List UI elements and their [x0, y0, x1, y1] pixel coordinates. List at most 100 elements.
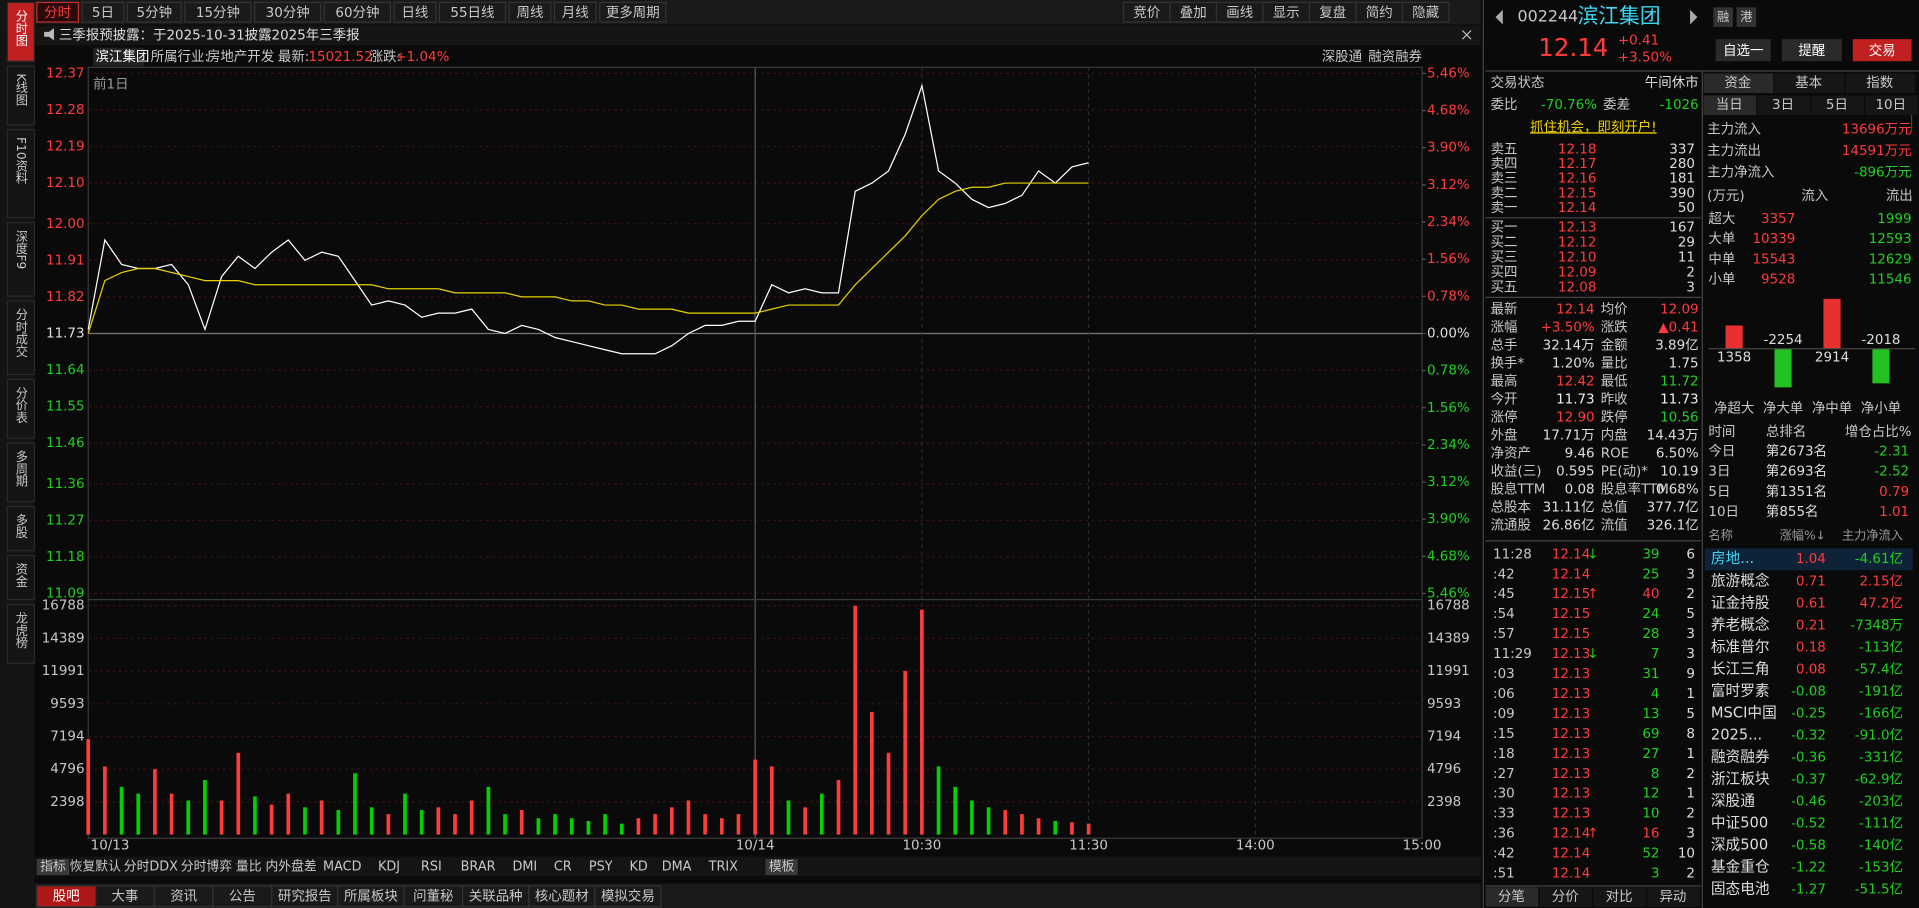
- close-icon[interactable]: [1462, 30, 1472, 40]
- side-tab[interactable]: [6, 1, 35, 62]
- side-tab-label[interactable]: K线图: [14, 73, 28, 105]
- indicator-tab[interactable]: KD: [629, 860, 647, 875]
- sector-name[interactable]: 深股通: [1711, 793, 1755, 810]
- bottom-tab-bg[interactable]: [594, 885, 662, 908]
- period-tab[interactable]: [508, 1, 552, 23]
- side-tab[interactable]: [6, 129, 35, 219]
- link[interactable]: 深股通: [1322, 49, 1363, 65]
- side-tab-label[interactable]: 分时成交: [14, 308, 28, 358]
- period-tab[interactable]: [438, 1, 507, 23]
- side-tab-label[interactable]: 多股: [14, 514, 28, 539]
- period-tab[interactable]: [184, 1, 252, 23]
- promo-link[interactable]: 抓住机会，即刻开户!: [1530, 118, 1656, 135]
- sector-name[interactable]: 富时罗素: [1711, 681, 1770, 699]
- sector-name[interactable]: 中证500: [1711, 815, 1768, 832]
- sector-name[interactable]: 证金持股: [1711, 594, 1770, 611]
- tick-tab-bg[interactable]: [1485, 887, 1539, 907]
- side-tab[interactable]: [6, 65, 35, 126]
- tool-button[interactable]: [1401, 1, 1450, 23]
- header-button-label[interactable]: 交易: [1869, 42, 1896, 59]
- indicator-tab-bg[interactable]: [765, 859, 798, 875]
- sector-name[interactable]: MSCI中国: [1711, 704, 1777, 721]
- fund-period[interactable]: 3日: [1772, 98, 1794, 113]
- next-arrow[interactable]: [1690, 9, 1698, 25]
- indicator-tab[interactable]: RSI: [421, 860, 442, 875]
- bottom-tab[interactable]: 关联品种: [469, 888, 523, 904]
- tool-label[interactable]: 隐藏: [1412, 5, 1439, 21]
- fund-tab[interactable]: 指数: [1866, 75, 1893, 91]
- period-tab-bg[interactable]: [1703, 95, 1757, 116]
- tool-label[interactable]: 复盘: [1319, 4, 1346, 21]
- sector-name[interactable]: 固态电池: [1711, 881, 1770, 898]
- period-tab-bg[interactable]: [1757, 95, 1810, 116]
- tick-tab[interactable]: 分价: [1552, 889, 1579, 905]
- tick-tab-bg[interactable]: [1647, 887, 1700, 907]
- side-tab[interactable]: [6, 378, 35, 439]
- side-tab-label[interactable]: 分价表: [14, 386, 28, 423]
- indicator-tab[interactable]: 指标: [40, 860, 66, 875]
- indicator-tab[interactable]: 分时博弈: [181, 859, 232, 875]
- fund-period[interactable]: 当日: [1716, 97, 1743, 113]
- fund-tab[interactable]: 基本: [1795, 74, 1822, 91]
- sector-name[interactable]: 房地...: [1711, 550, 1754, 567]
- fund-tab-bg[interactable]: [1703, 73, 1774, 94]
- period-tab-label[interactable]: 5日: [92, 6, 114, 21]
- period-tab[interactable]: [599, 1, 667, 23]
- bottom-tab[interactable]: 所属板块: [344, 888, 398, 904]
- indicator-tab[interactable]: DMA: [662, 860, 692, 875]
- fund-tab-bg[interactable]: [1774, 73, 1845, 94]
- period-tab-bg[interactable]: [1865, 95, 1918, 116]
- indicator-tab[interactable]: CR: [554, 860, 572, 875]
- side-tab[interactable]: [6, 603, 35, 664]
- side-tab[interactable]: [6, 442, 35, 503]
- bottom-tab[interactable]: 资讯: [170, 888, 197, 904]
- indicator-tab[interactable]: TRIX: [708, 860, 739, 875]
- sector-name[interactable]: 融资融券: [1711, 748, 1770, 765]
- period-tab[interactable]: [36, 1, 80, 23]
- indicator-tab[interactable]: 模板: [769, 860, 795, 875]
- bottom-tab[interactable]: 股吧: [53, 889, 80, 904]
- tick-tab[interactable]: 分笔: [1498, 889, 1525, 905]
- period-tab-label[interactable]: 55日线: [450, 5, 494, 21]
- fund-tab[interactable]: 资金: [1724, 75, 1751, 91]
- header-button-label[interactable]: 提醒: [1798, 43, 1825, 59]
- header-button-label[interactable]: 自选一: [1723, 43, 1763, 59]
- indicator-tab[interactable]: KDJ: [378, 860, 400, 875]
- fund-period[interactable]: 10日: [1875, 98, 1906, 113]
- bottom-tab[interactable]: 研究报告: [278, 888, 332, 904]
- side-tab-label[interactable]: 深度F9: [14, 230, 28, 270]
- period-tab-label[interactable]: 5分钟: [137, 4, 172, 21]
- sector-name[interactable]: 基金重仓: [1711, 859, 1770, 876]
- link[interactable]: 融资融券: [1368, 49, 1422, 65]
- period-tab-label[interactable]: 60分钟: [335, 4, 379, 21]
- period-tab[interactable]: [254, 1, 322, 23]
- bottom-tab[interactable]: 大事: [111, 888, 138, 904]
- indicator-tab[interactable]: BRAR: [461, 860, 496, 875]
- sector-name[interactable]: 旅游概念: [1711, 571, 1770, 589]
- indicator-tab[interactable]: 内外盘差: [265, 859, 316, 875]
- period-tab-label[interactable]: 更多周期: [606, 4, 660, 21]
- bottom-tab[interactable]: 公告: [229, 888, 256, 904]
- tick-tab-bg[interactable]: [1539, 887, 1593, 907]
- side-tab[interactable]: [6, 222, 35, 297]
- tick-tab[interactable]: 对比: [1606, 889, 1633, 905]
- prev-arrow[interactable]: [1495, 9, 1503, 25]
- side-tab[interactable]: [6, 506, 35, 552]
- header-button[interactable]: [1781, 39, 1842, 62]
- period-tab[interactable]: [126, 1, 182, 23]
- header-button[interactable]: [1715, 39, 1771, 62]
- indicator-tab-bg[interactable]: [36, 859, 70, 875]
- sector-name[interactable]: 标准普尔: [1711, 638, 1770, 655]
- tool-label[interactable]: 简约: [1366, 4, 1393, 21]
- bottom-tab[interactable]: 问董秘: [413, 888, 453, 904]
- side-tab-label[interactable]: 分时图: [14, 10, 28, 47]
- side-tab-label[interactable]: 多周期: [14, 450, 28, 487]
- sector-name[interactable]: 长江三角: [1711, 660, 1770, 677]
- indicator-tab[interactable]: 量比: [236, 860, 262, 875]
- side-tab[interactable]: [6, 554, 35, 601]
- indicator-tab[interactable]: 分时DDX: [124, 860, 178, 875]
- period-tab[interactable]: [553, 1, 597, 23]
- tick-tab[interactable]: 异动: [1659, 889, 1686, 905]
- bottom-tab[interactable]: 模拟交易: [601, 887, 655, 904]
- period-tab-label[interactable]: 日线: [401, 5, 428, 21]
